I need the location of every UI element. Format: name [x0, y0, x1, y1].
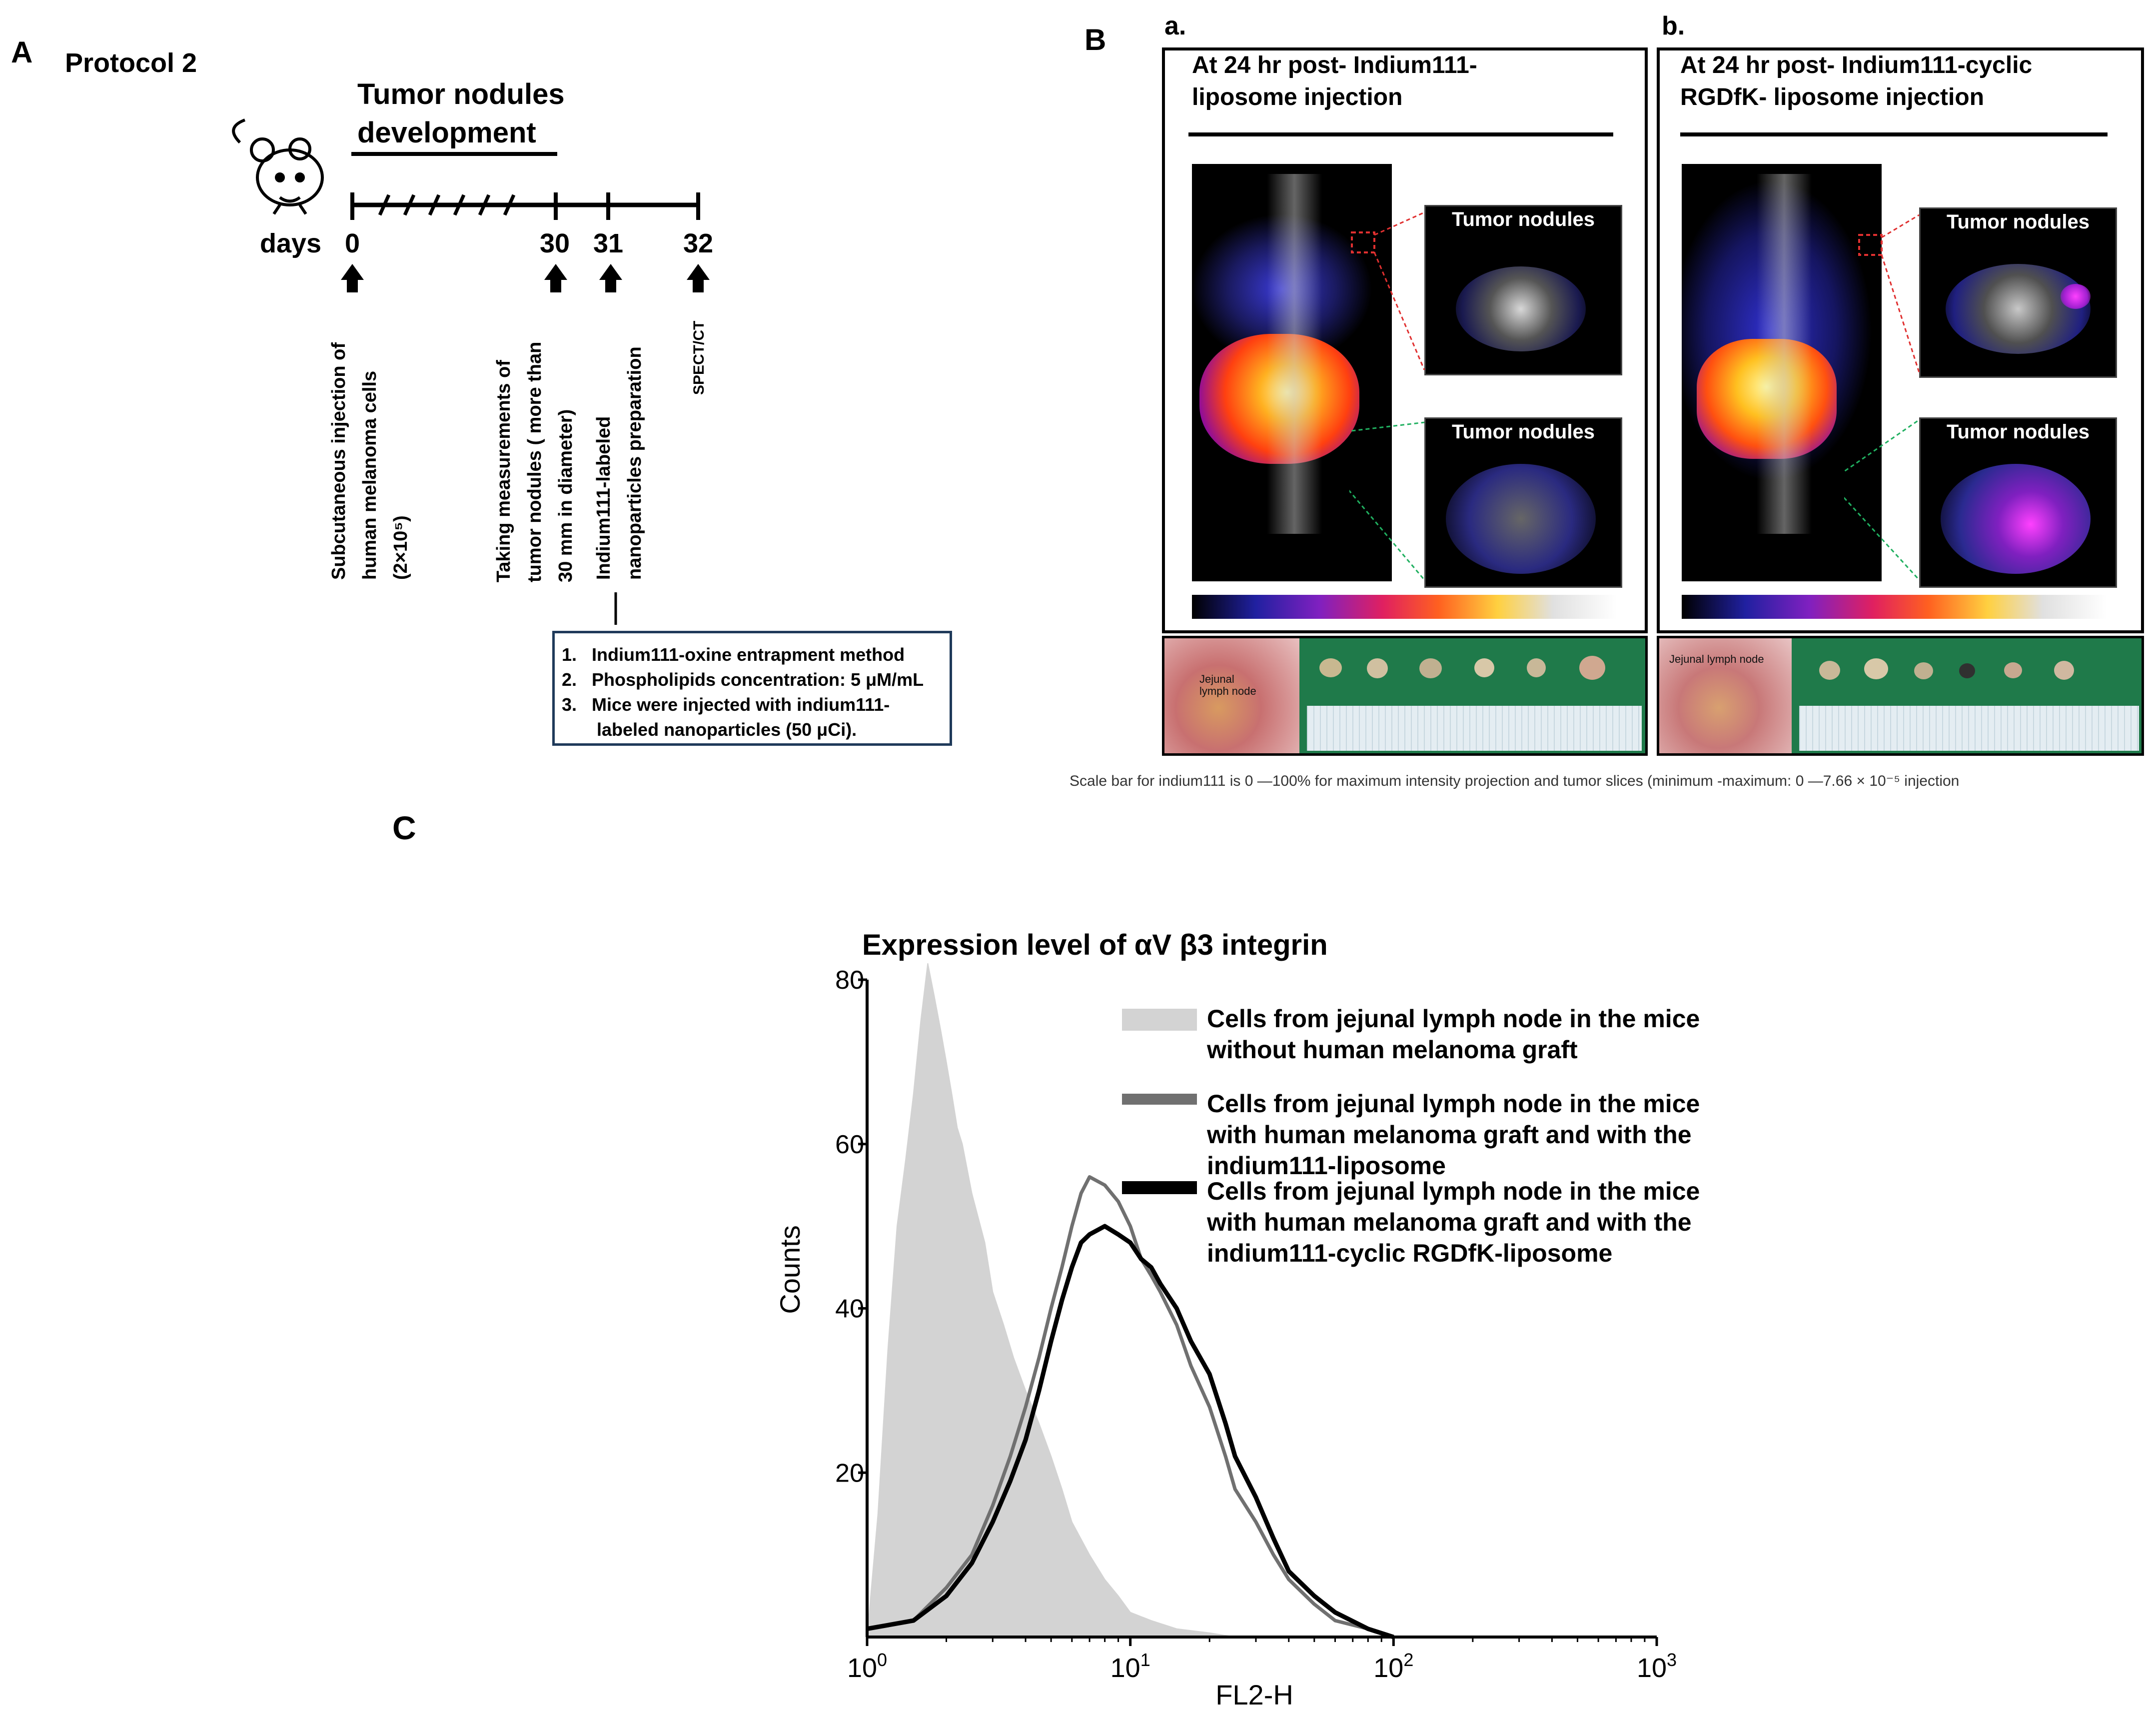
timeline-diagram: days 0 30 31 32 Subcutaneous injection o…	[232, 118, 713, 625]
sub-a-title-1: At 24 hr post- Indium111-	[1192, 52, 1477, 78]
sub-a-tumor-label-1: Tumor nodules	[1452, 208, 1595, 230]
svg-text:Indium111-labeled: Indium111-labeled	[593, 416, 614, 580]
sub-a-ruler	[1307, 706, 1642, 751]
method-box: 1. Indium111-oxine entrapment method 2. …	[552, 631, 952, 746]
legend-label-3: indium111-cyclic RGDfK-liposome	[1207, 1239, 1612, 1267]
sub-b-lymph-node-photo: Jejunal lymph node	[1659, 638, 1792, 753]
sub-a-zoom-lines	[1349, 211, 1425, 580]
sub-b-mip-scan	[1682, 164, 1882, 581]
sub-a-mip-scan	[1192, 164, 1392, 581]
legend-swatch-3	[1122, 1181, 1197, 1194]
y-tick-label: 60	[835, 1130, 864, 1159]
sub-a-color-scale	[1192, 595, 1617, 619]
legend-label-1: without human melanoma graft	[1206, 1036, 1578, 1064]
chart-title: Expression level of αV β3 integrin	[862, 929, 1328, 961]
mouse-icon	[232, 118, 324, 215]
panel-b-sub-a-label: a.	[1164, 11, 1186, 40]
sub-b-tumor-slice-1: Tumor nodules	[1919, 207, 2117, 378]
svg-text:30 mm in diameter): 30 mm in diameter)	[555, 409, 576, 582]
sub-b-title-1: At 24 hr post- Indium111-cyclic	[1680, 52, 2033, 78]
sub-b-zoom-lines	[1844, 214, 1920, 581]
sub-b-tumor-label-1: Tumor nodules	[1947, 211, 2090, 233]
sub-b-color-scale	[1682, 595, 2107, 619]
sub-b-photo-frame: Jejunal lymph node	[1657, 636, 2144, 756]
sub-a-tumor-slice-2: Tumor nodules	[1424, 417, 1622, 588]
day-tick-0: 0	[345, 228, 360, 258]
legend-label-3: with human melanoma graft and with the	[1206, 1208, 1692, 1236]
y-tick-label: 80	[835, 966, 864, 995]
sub-a-photo-label: Jejunal lymph node	[1199, 673, 1256, 697]
panel-b-label: B	[1084, 23, 1106, 56]
legend-swatch-1	[1122, 1009, 1197, 1031]
x-axis-label: FL2-H	[1215, 1679, 1293, 1711]
day-tick-30: 30	[540, 228, 570, 258]
svg-text:SPECT/CT: SPECT/CT	[691, 321, 707, 395]
hatch-marks	[378, 194, 516, 216]
sub-a-lymph-node-photo: Jejunal lymph node	[1164, 638, 1299, 753]
day-tick-31: 31	[593, 228, 623, 258]
panel-c-label: C	[392, 809, 416, 846]
legend-label-2: indium111-liposome	[1207, 1152, 1446, 1180]
legend-swatch-2	[1122, 1094, 1197, 1105]
phase-title-line-1: Tumor nodules	[357, 78, 565, 110]
sub-b-tumor-slice-2: Tumor nodules	[1919, 417, 2117, 588]
x-tick-label: 100	[847, 1650, 887, 1683]
days-label: days	[260, 228, 321, 258]
legend-label-1: Cells from jejunal lymph node in the mic…	[1207, 1005, 1700, 1033]
event-1-text: Subcutaneous injection of human melanoma…	[328, 342, 411, 580]
series-3-line	[867, 1224, 1394, 1640]
x-tick-label: 103	[1637, 1650, 1677, 1683]
svg-text:Subcutaneous injection of: Subcutaneous injection of	[328, 342, 349, 580]
sub-b-title-2: RGDfK- liposome injection	[1680, 84, 1985, 110]
svg-text:(2×10⁵): (2×10⁵)	[390, 515, 411, 580]
svg-text:Taking measurements of: Taking measurements of	[493, 360, 514, 582]
event-arrows	[341, 264, 710, 292]
sub-a-tumor-label-2: Tumor nodules	[1452, 421, 1595, 443]
phase-title-line-2: development	[357, 116, 536, 149]
sub-a-tumor-slice-1: Tumor nodules	[1424, 205, 1622, 375]
method-item-3: 3. Mice were injected with indium111-	[562, 694, 890, 715]
sub-a-photo-frame: Jejunal lymph node	[1162, 636, 1648, 756]
panel-b-sub-b-frame	[1657, 47, 2144, 633]
series-2-line	[867, 1175, 1394, 1639]
legend-label-2: Cells from jejunal lymph node in the mic…	[1207, 1090, 1700, 1118]
svg-text:human melanoma cells: human melanoma cells	[359, 371, 380, 580]
panel-a-label: A	[11, 35, 33, 69]
method-item-4: labeled nanoparticles (50 μCi).	[562, 719, 857, 740]
svg-text:tumor nodules ( more than: tumor nodules ( more than	[524, 342, 545, 582]
panel-b-sub-a-frame	[1162, 47, 1648, 633]
y-tick-label: 20	[835, 1459, 864, 1488]
y-tick-label: 40	[835, 1295, 864, 1324]
method-item-2: 2. Phospholipids concentration: 5 μM/mL	[562, 669, 924, 690]
panel-b-caption: Scale bar for indium111 is 0 —100% for m…	[1070, 773, 1960, 789]
event-2-text: Taking measurements of tumor nodules ( m…	[493, 342, 576, 582]
sub-b-ruler	[1799, 706, 2139, 751]
sub-b-title-rule	[1680, 132, 2108, 136]
sub-b-photo-label: Jejunal lymph node	[1669, 653, 1764, 665]
series-1-area	[866, 963, 1235, 1638]
day-tick-32: 32	[683, 228, 713, 258]
y-axis-label: Counts	[774, 1225, 806, 1314]
legend-label-3: Cells from jejunal lymph node in the mic…	[1207, 1177, 1700, 1205]
event-4-text: SPECT/CT	[691, 321, 707, 395]
panel-b-sub-b-label: b.	[1662, 11, 1685, 40]
x-tick-label: 102	[1373, 1650, 1413, 1683]
method-item-1: 1. Indium111-oxine entrapment method	[562, 644, 905, 665]
sub-a-title-2: liposome injection	[1192, 84, 1403, 110]
sub-b-tumor-label-2: Tumor nodules	[1947, 421, 2090, 443]
protocol-title: Protocol 2	[65, 48, 197, 78]
svg-text:nanoparticles preparation: nanoparticles preparation	[624, 346, 645, 580]
sub-a-title-rule	[1188, 132, 1613, 136]
event-3-text: Indium111-labeled nanoparticles preparat…	[593, 346, 645, 580]
x-tick-label: 101	[1110, 1650, 1150, 1683]
legend-label-2: with human melanoma graft and with the	[1206, 1121, 1692, 1149]
